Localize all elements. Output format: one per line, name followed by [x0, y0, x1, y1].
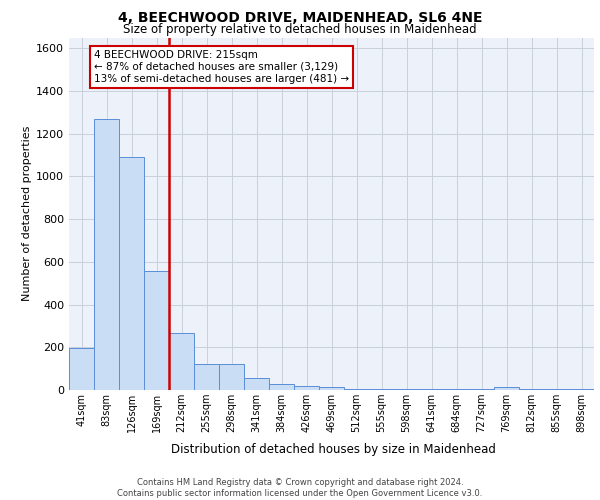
Bar	[219, 364, 244, 390]
Bar	[119, 157, 144, 390]
Bar	[319, 387, 344, 390]
Text: Contains HM Land Registry data © Crown copyright and database right 2024.
Contai: Contains HM Land Registry data © Crown c…	[118, 478, 482, 498]
Bar	[244, 378, 269, 390]
Text: 4, BEECHWOOD DRIVE, MAIDENHEAD, SL6 4NE: 4, BEECHWOOD DRIVE, MAIDENHEAD, SL6 4NE	[118, 11, 482, 25]
Bar	[544, 389, 569, 390]
Bar	[519, 389, 544, 390]
Bar	[494, 387, 519, 390]
Text: 4 BEECHWOOD DRIVE: 215sqm
← 87% of detached houses are smaller (3,129)
13% of se: 4 BEECHWOOD DRIVE: 215sqm ← 87% of detac…	[94, 50, 349, 84]
Bar	[294, 386, 319, 390]
Bar	[444, 389, 469, 390]
Y-axis label: Number of detached properties: Number of detached properties	[22, 126, 32, 302]
Bar	[394, 389, 419, 390]
Bar	[144, 271, 169, 390]
Bar	[94, 118, 119, 390]
Bar	[469, 389, 494, 390]
Bar	[369, 389, 394, 390]
Bar	[194, 364, 219, 390]
Bar	[344, 389, 369, 390]
Bar	[569, 389, 594, 390]
Bar	[69, 348, 94, 390]
Text: Size of property relative to detached houses in Maidenhead: Size of property relative to detached ho…	[123, 22, 477, 36]
Bar	[269, 384, 294, 390]
Bar	[169, 334, 194, 390]
Bar	[419, 389, 444, 390]
Text: Distribution of detached houses by size in Maidenhead: Distribution of detached houses by size …	[170, 442, 496, 456]
